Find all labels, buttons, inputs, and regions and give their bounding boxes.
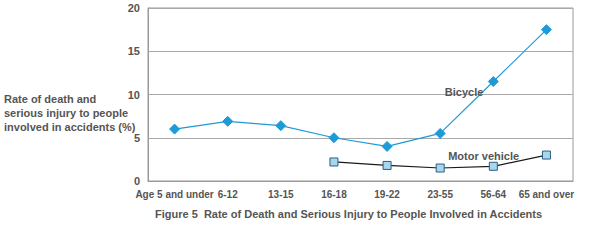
svg-text:20: 20 xyxy=(128,2,140,14)
svg-text:10: 10 xyxy=(128,89,140,101)
svg-text:Figure 5 Rate of Death and Se: Figure 5 Rate of Death and Serious Injur… xyxy=(155,208,542,220)
svg-text:0: 0 xyxy=(134,175,140,187)
svg-text:5: 5 xyxy=(134,132,140,144)
svg-text:Bicycle: Bicycle xyxy=(445,86,484,98)
svg-text:13-15: 13-15 xyxy=(268,189,294,200)
svg-text:15: 15 xyxy=(128,45,140,57)
svg-text:Age 5 and under: Age 5 and under xyxy=(135,189,213,200)
svg-text:65 and over: 65 and over xyxy=(519,189,575,200)
svg-text:56-64: 56-64 xyxy=(481,189,507,200)
svg-text:serious injury to people: serious injury to people xyxy=(4,107,131,119)
svg-text:19-22: 19-22 xyxy=(374,189,400,200)
svg-text:16-18: 16-18 xyxy=(321,189,347,200)
svg-text:involved in accidents (%): involved in accidents (%) xyxy=(4,121,136,133)
svg-text:23-55: 23-55 xyxy=(427,189,453,200)
svg-text:Motor vehicle: Motor vehicle xyxy=(448,150,519,162)
svg-text:6-12: 6-12 xyxy=(218,189,238,200)
svg-text:Rate of death and: Rate of death and xyxy=(4,93,99,105)
